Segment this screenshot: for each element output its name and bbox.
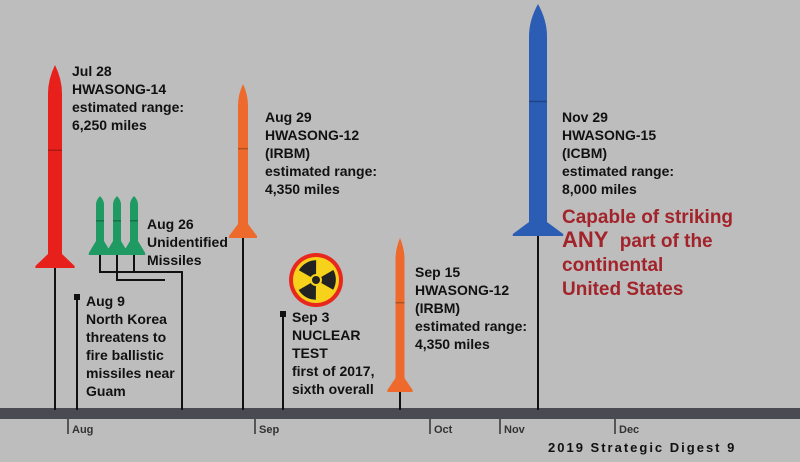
event-line: Aug 29 xyxy=(265,109,312,125)
event-line: Aug 26 xyxy=(147,216,194,232)
event-line: TEST xyxy=(292,345,328,361)
month-label: Nov xyxy=(504,424,526,436)
month-label: Dec xyxy=(619,424,639,436)
event-line: 4,350 miles xyxy=(265,181,340,197)
event-line: HWASONG-12 xyxy=(265,127,359,143)
month-label: Aug xyxy=(72,424,93,436)
event-line: (ICBM) xyxy=(562,145,607,161)
missile xyxy=(88,196,112,255)
event-line: threatens to xyxy=(86,329,166,345)
event-line: Nov 29 xyxy=(562,109,608,125)
footer: 2019 Strategic Digest 9 xyxy=(548,440,736,455)
callout-line: Capable of striking xyxy=(562,207,733,228)
callout-emphasis: ANY xyxy=(562,227,609,252)
event-line: 6,250 miles xyxy=(72,117,147,133)
event-line: Unidentified xyxy=(147,234,228,250)
callout-line: United States xyxy=(562,279,683,300)
event-line: (IRBM) xyxy=(415,300,460,316)
event-line: Sep 15 xyxy=(415,264,460,280)
callout-line: continental xyxy=(562,255,663,276)
event-line: NUCLEAR xyxy=(292,327,360,343)
event-line: estimated range: xyxy=(562,163,674,179)
event-line: Guam xyxy=(86,383,126,399)
event-line: HWASONG-12 xyxy=(415,282,509,298)
missile xyxy=(122,196,146,255)
event-line: estimated range: xyxy=(265,163,377,179)
event-line: missiles near xyxy=(86,365,175,381)
timeline-bar xyxy=(0,408,800,419)
event-line: estimated range: xyxy=(415,318,527,334)
event-text: Nov 29 HWASONG-15 (ICBM) estimated range: 8,… xyxy=(562,109,674,197)
event-text: Sep 3 NUCLEAR TEST first of 2017, sixth over… xyxy=(292,309,374,397)
event-line: 4,350 miles xyxy=(415,336,490,352)
event-line: HWASONG-14 xyxy=(72,81,166,97)
event-line: Jul 28 xyxy=(72,63,112,79)
event-line: Aug 9 xyxy=(86,293,125,309)
event-line: first of 2017, xyxy=(292,363,374,379)
nuclear-symbol xyxy=(289,253,343,307)
event-line: North Korea xyxy=(86,311,167,327)
marker xyxy=(280,311,286,317)
month-label: Oct xyxy=(434,424,453,436)
missile xyxy=(387,238,413,392)
callout-line: part of the xyxy=(620,231,713,252)
marker xyxy=(74,294,80,300)
stems xyxy=(54,236,539,410)
event-line: HWASONG-15 xyxy=(562,127,656,143)
event-text: Aug 9 North Korea threatens to fire ballist… xyxy=(86,293,175,399)
event-text: Sep 15 HWASONG-12 (IRBM) estimated range: 4,… xyxy=(415,264,527,352)
event-line: estimated range: xyxy=(72,99,184,115)
event-text: Aug 26 Unidentified Missiles xyxy=(147,216,228,268)
event-line: Sep 3 xyxy=(292,309,330,325)
event-text: Aug 29 HWASONG-12 (IRBM) estimated range: 4,… xyxy=(265,109,377,197)
event-line: sixth overall xyxy=(292,381,374,397)
event-line: 8,000 miles xyxy=(562,181,637,197)
event-text: Jul 28 HWASONG-14 estimated range: 6,250 mi… xyxy=(72,63,184,133)
event-line: Missiles xyxy=(147,252,202,268)
callout: Capable of striking ANY part of the cont… xyxy=(562,207,738,300)
event-line: (IRBM) xyxy=(265,145,310,161)
missile xyxy=(35,65,75,268)
missile xyxy=(229,84,257,238)
missile xyxy=(105,196,129,255)
month-label: Sep xyxy=(259,424,279,436)
event-line: fire ballistic xyxy=(86,347,164,363)
missile xyxy=(512,4,564,236)
